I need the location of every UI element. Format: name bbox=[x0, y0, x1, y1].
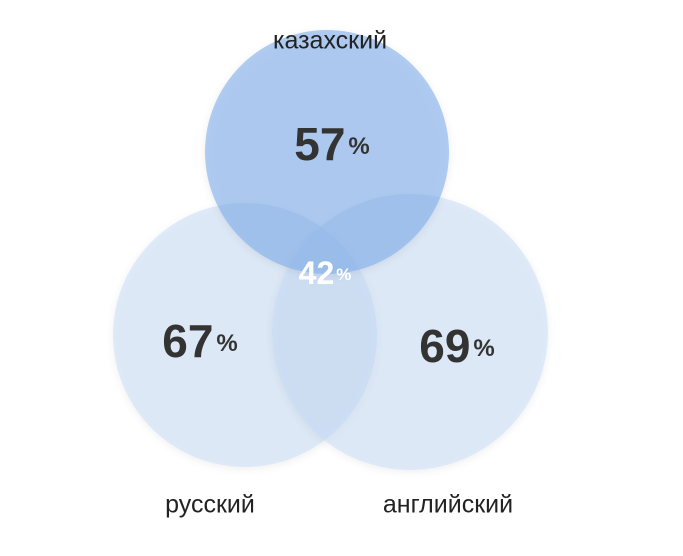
set-value: 57% bbox=[294, 118, 370, 170]
value-unit: % bbox=[216, 330, 237, 357]
set-circle bbox=[205, 30, 449, 274]
value-number: 42 bbox=[299, 255, 335, 291]
value-number: 69 bbox=[419, 320, 470, 372]
set-value: 69% bbox=[419, 320, 495, 372]
value-unit: % bbox=[473, 335, 494, 362]
set-name: русский bbox=[165, 491, 255, 519]
value-number: 67 bbox=[162, 315, 213, 367]
value-number: 57 bbox=[294, 118, 345, 170]
circles bbox=[113, 30, 548, 470]
value-unit: % bbox=[348, 133, 369, 160]
value-unit: % bbox=[336, 265, 351, 284]
set-value: 67% bbox=[162, 315, 238, 367]
set-name: английский bbox=[383, 491, 513, 519]
intersection-value: 42% bbox=[299, 255, 352, 291]
set-name: казахский bbox=[273, 27, 387, 55]
